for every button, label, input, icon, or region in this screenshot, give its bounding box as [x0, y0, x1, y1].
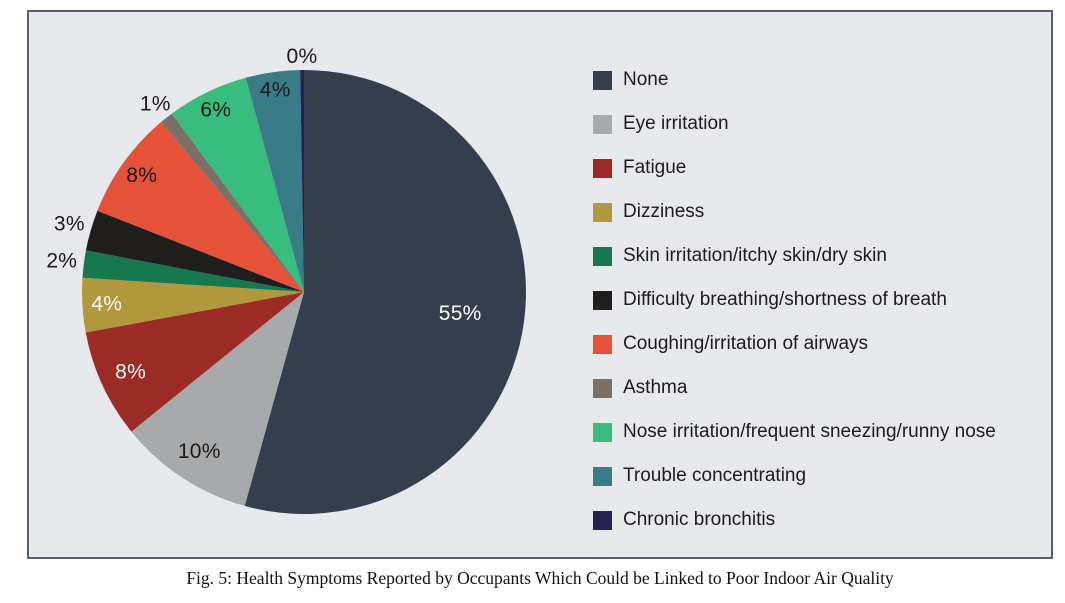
legend-item-none: None [593, 58, 996, 102]
figure-caption: Fig. 5: Health Symptoms Reported by Occu… [186, 568, 894, 588]
pie-slice-none [244, 70, 526, 514]
legend-swatch-dizziness [593, 202, 612, 222]
pie-slice-difficulty-breathing-shortness [85, 210, 304, 292]
pie-slice-label-coughing-irritation-of-airways: 8% [126, 164, 157, 187]
legend-label-fatigue: Fatigue [623, 157, 687, 178]
legend-item-chronic-bronchitis: Chronic bronchitis [593, 498, 996, 542]
legend-label-chronic-bronchitis: Chronic bronchitis [623, 509, 776, 530]
pie-slice-dizziness [81, 277, 304, 333]
pie-slice-label-asthma: 1% [140, 92, 171, 115]
pie-slice-label-skin-irritation-itchy-skin-dry: 2% [46, 250, 77, 273]
legend-label-skin-irritation-itchy-skin-dry: Skin irritation/itchy skin/dry skin [623, 245, 887, 266]
legend-label-none: None [623, 69, 669, 90]
legend-label-trouble-concentrating: Trouble concentrating [623, 465, 807, 486]
legend-item-fatigue: Fatigue [593, 146, 996, 190]
pie-chart: 55% 10% 8% 4% 2% 3% 8% 1% 6% 4% 0% [46, 45, 526, 514]
legend-label-dizziness: Dizziness [623, 201, 705, 222]
legend-swatch-asthma [593, 378, 612, 398]
legend-swatch-chronic-bronchitis [593, 510, 612, 530]
pie-slice-label-difficulty-breathing-shortness: 3% [54, 213, 85, 236]
pie-slice-label-dizziness: 4% [91, 292, 122, 315]
legend-item-asthma: Asthma [593, 366, 996, 410]
pie-slice-label-fatigue: 8% [115, 360, 146, 383]
pie-slice-coughing-irritation-of-airways [97, 122, 305, 292]
pie-slice-label-chronic-bronchitis: 0% [287, 45, 318, 68]
legend-label-coughing-irritation-of-airways: Coughing/irritation of airways [623, 333, 869, 354]
legend-label-asthma: Asthma [623, 377, 688, 398]
legend-item-trouble-concentrating: Trouble concentrating [593, 454, 996, 498]
legend-label-nose-irritation-frequent-sneez: Nose irritation/frequent sneezing/runny … [623, 421, 996, 442]
pie-slice-eye-irritation [131, 292, 304, 506]
pie-slice-trouble-concentrating [245, 70, 304, 292]
pie-slice-label-trouble-concentrating: 4% [260, 78, 291, 101]
legend-label-eye-irritation: Eye irritation [623, 113, 729, 134]
pie-slice-label-nose-irritation-frequent-sneez: 6% [200, 99, 231, 122]
chart-legend: None Eye irritation Fatigue Dizziness Skin i… [593, 58, 996, 542]
legend-item-dizziness: Dizziness [593, 190, 996, 234]
legend-item-eye-irritation: Eye irritation [593, 102, 996, 146]
chart-panel: 55% 10% 8% 4% 2% 3% 8% 1% 6% 4% 0% None Eye irritat… [27, 10, 1053, 559]
pie-slice-label-eye-irritation: 10% [178, 440, 221, 463]
legend-label-difficulty-breathing-shortness: Difficulty breathing/shortness of breath [623, 289, 947, 310]
legend-swatch-skin-irritation-itchy-skin-dry [593, 246, 612, 266]
legend-item-skin-irritation-itchy-skin-dry: Skin irritation/itchy skin/dry skin [593, 234, 996, 278]
pie-slice-asthma [161, 113, 304, 292]
legend-swatch-trouble-concentrating [593, 466, 612, 486]
legend-item-difficulty-breathing-shortness: Difficulty breathing/shortness of breath [593, 278, 996, 322]
legend-swatch-eye-irritation [593, 114, 612, 134]
legend-swatch-coughing-irritation-of-airways [593, 334, 612, 354]
pie-slice-label-none: 55% [439, 302, 482, 325]
legend-swatch-none [593, 70, 612, 90]
pie-slice-fatigue [85, 292, 304, 432]
legend-item-nose-irritation-frequent-sneez: Nose irritation/frequent sneezing/runny … [593, 410, 996, 454]
legend-item-coughing-irritation-of-airways: Coughing/irritation of airways [593, 322, 996, 366]
legend-swatch-fatigue [593, 158, 612, 178]
pie-slice-chronic-bronchitis [300, 69, 304, 292]
legend-swatch-difficulty-breathing-shortness [593, 290, 612, 310]
legend-swatch-nose-irritation-frequent-sneez [593, 422, 612, 442]
pie-slice-skin-irritation-itchy-skin-dry [82, 250, 305, 292]
pie-slice-nose-irritation-frequent-sneez [171, 77, 304, 292]
